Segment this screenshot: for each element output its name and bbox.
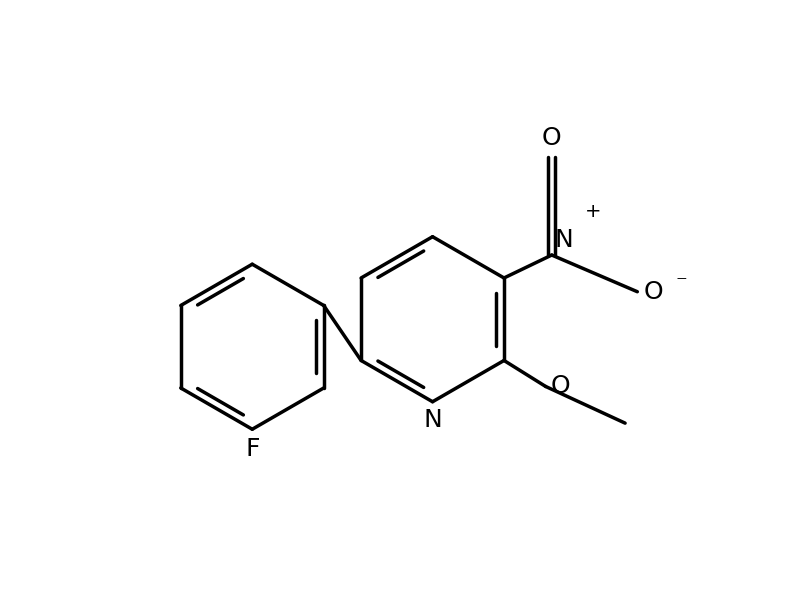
Text: F: F <box>245 437 259 460</box>
Text: ⁻: ⁻ <box>675 273 686 292</box>
Text: O: O <box>642 280 662 304</box>
Text: N: N <box>554 228 573 252</box>
Text: O: O <box>550 375 569 398</box>
Text: +: + <box>585 203 601 222</box>
Text: N: N <box>422 408 442 432</box>
Text: O: O <box>541 126 560 150</box>
